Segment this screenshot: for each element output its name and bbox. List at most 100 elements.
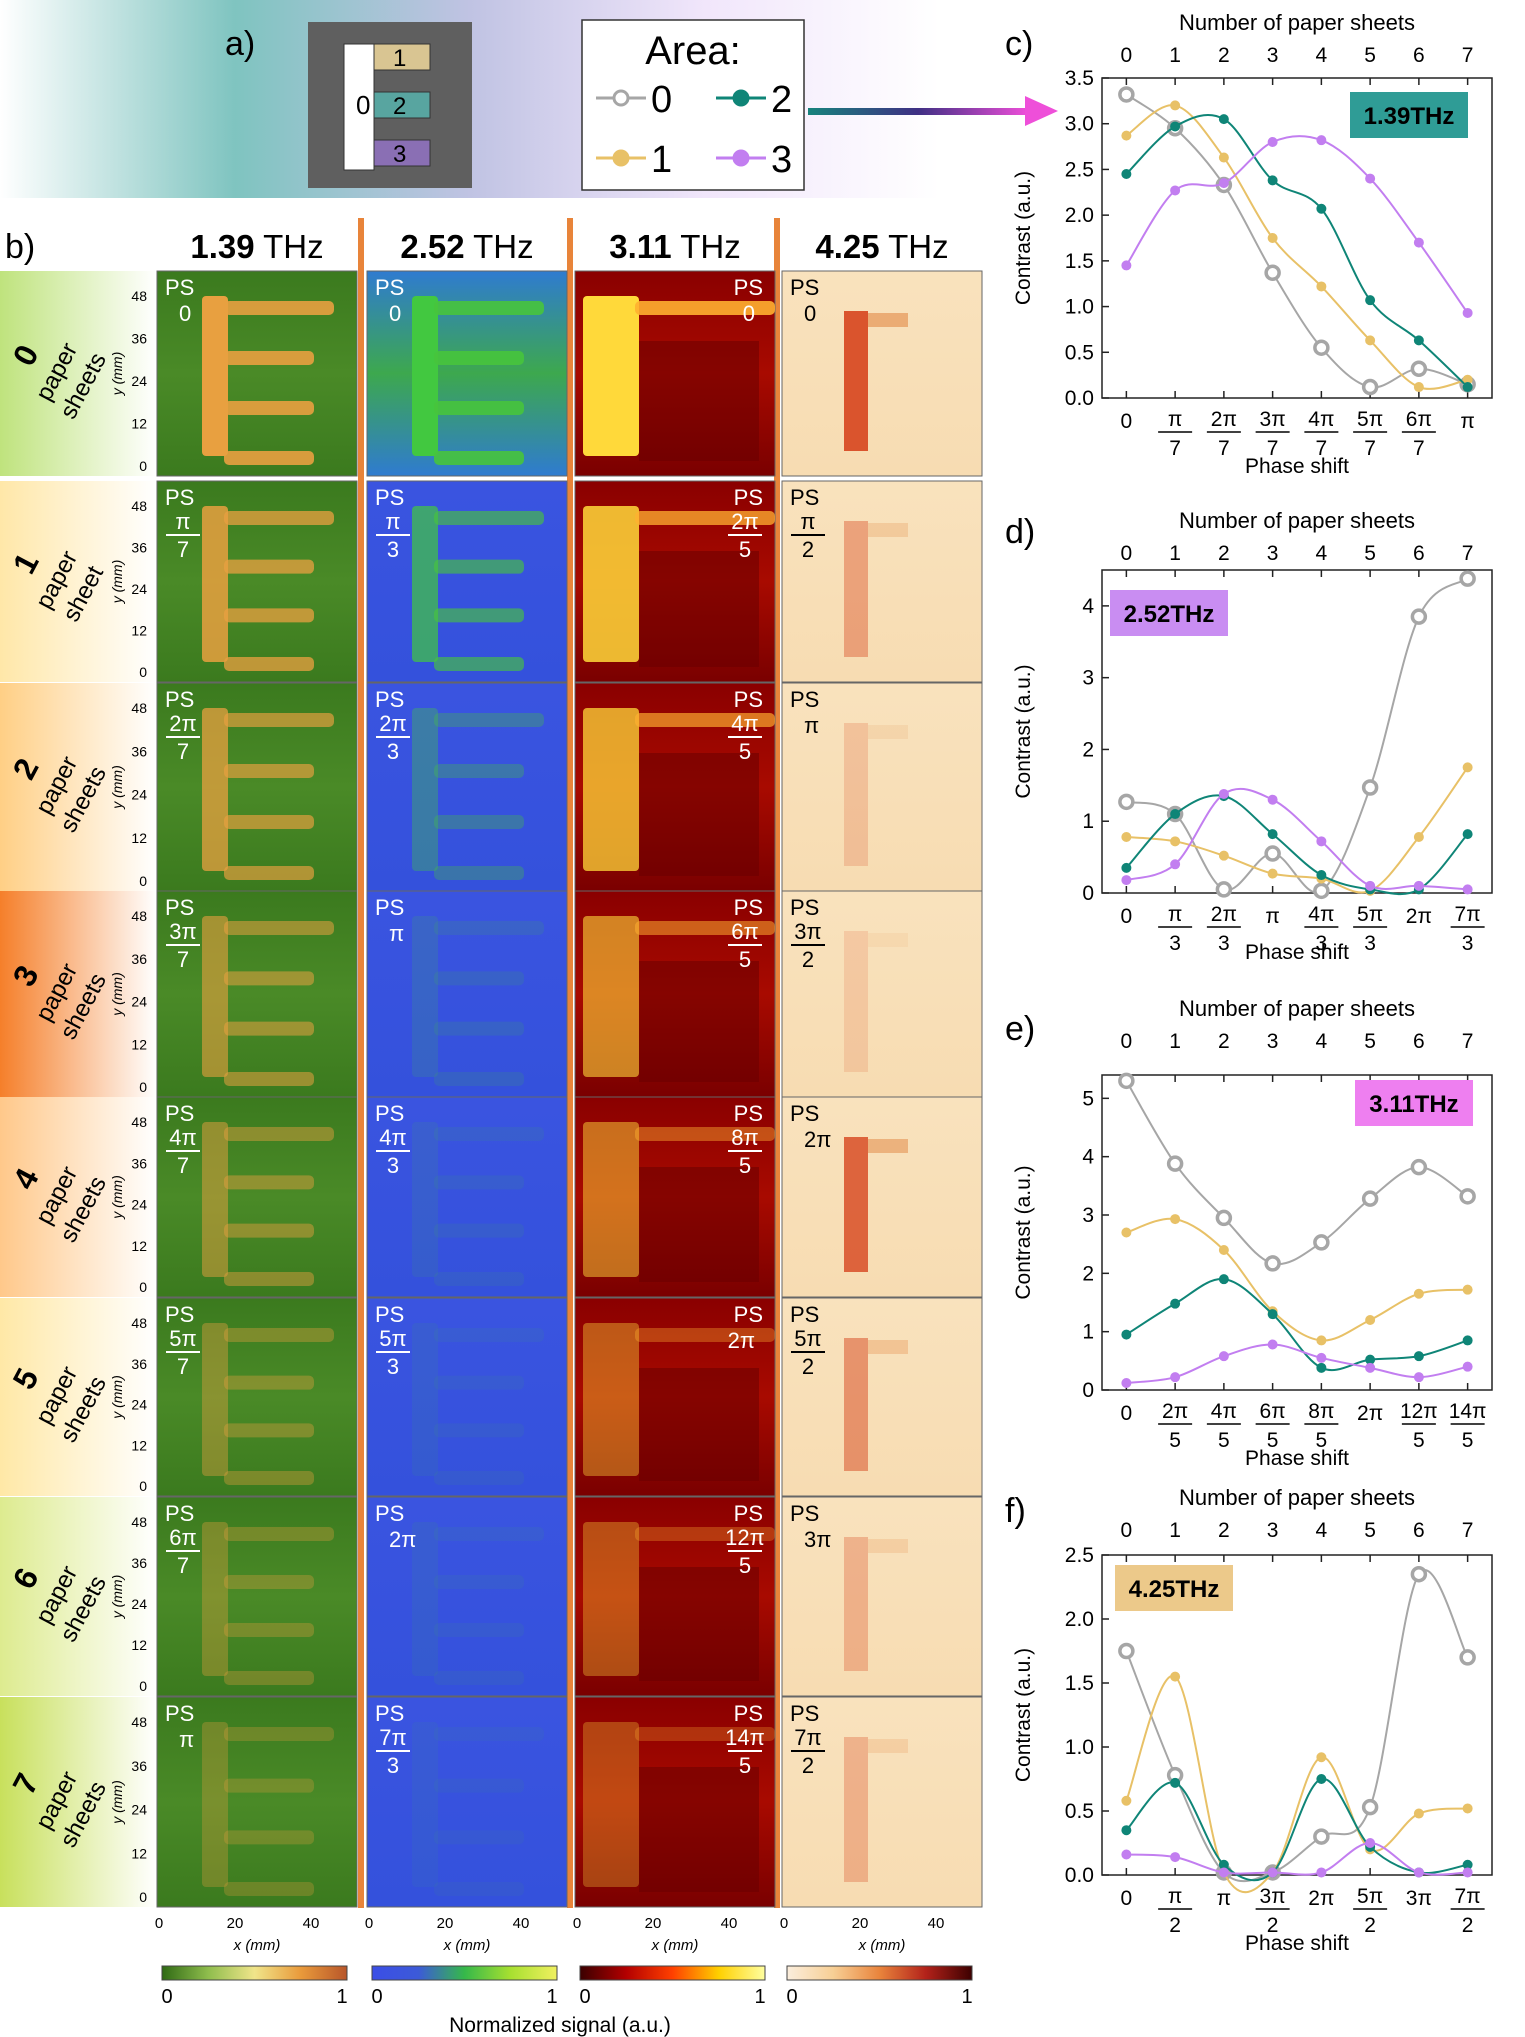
ps-numerator-f3-r7: 7π (794, 1725, 821, 1750)
ps-label-f2-r3: PS (734, 895, 763, 920)
top-tick-e-7: 7 (1462, 1030, 1474, 1053)
y-axis-label-1: y (mm) (109, 560, 125, 605)
y-tick-5-0: 48 (131, 1315, 147, 1331)
colorbar-min-1: 0 (371, 1986, 382, 2008)
y-tick-5-3: 12 (131, 1437, 147, 1453)
x-axis-label-c: Phase shift (1245, 455, 1349, 478)
x-tick-den-f-1: 2 (1169, 1914, 1181, 1937)
top-tick-c-1: 1 (1169, 44, 1181, 67)
legend-title: Area: (645, 29, 741, 73)
x-tick-den-e-1: 5 (1169, 1429, 1181, 1452)
ps-denominator-f2-r2: 5 (739, 739, 751, 764)
y-tick-f-5: 2.5 (1065, 1544, 1094, 1567)
panel-e-label: e) (1005, 1010, 1035, 1048)
point-d-area3-6 (1413, 880, 1424, 891)
point-d-area3-4 (1316, 836, 1327, 847)
row-label-bg-5 (0, 1298, 156, 1496)
top-tick-c-7: 7 (1462, 44, 1474, 67)
top-axis-label-e: Number of paper sheets (1179, 996, 1415, 1021)
ps-label-f0-r1: PS (165, 485, 194, 510)
y-tick-c-5: 2.5 (1065, 158, 1094, 181)
top-tick-d-2: 2 (1218, 542, 1230, 565)
x-tick-f-6: 3π (1406, 1887, 1432, 1910)
legend: Area: 0 2 1 3 (581, 19, 805, 191)
point-e-area2-1 (1170, 1298, 1181, 1309)
y-tick-6-1: 36 (131, 1555, 147, 1571)
panel-a-label: a) (225, 25, 255, 63)
ps-label-f0-r4: PS (165, 1101, 194, 1126)
y-tick-6-2: 24 (131, 1596, 147, 1612)
point-d-area1-6 (1413, 832, 1424, 843)
point-e-area2-2 (1218, 1274, 1229, 1285)
series-line-e-area1 (1126, 1217, 1468, 1342)
point-e-area2-7 (1462, 1335, 1473, 1346)
area-0-label: 0 (356, 90, 370, 120)
y-tick-c-6: 3.0 (1065, 113, 1094, 136)
top-tick-d-1: 1 (1169, 542, 1181, 565)
point-d-area1-2 (1218, 850, 1229, 861)
point-c-area3-2 (1218, 178, 1229, 189)
point-e-area3-4 (1316, 1352, 1327, 1363)
row-label-bg-3 (0, 891, 156, 1097)
x-tick-den-f-3: 2 (1267, 1914, 1279, 1937)
x-tick-num-f-7: 7π (1455, 1885, 1481, 1908)
x-tick-den-c-5: 7 (1364, 437, 1376, 460)
y-tick-0-0: 48 (131, 288, 147, 304)
x-tick-num-c-3: 3π (1260, 408, 1286, 431)
colorbar-min-0: 0 (161, 1986, 172, 2008)
ps-value-f1-r3: π (389, 921, 404, 946)
badge-c (1350, 92, 1468, 138)
y-tick-7-2: 24 (131, 1802, 147, 1818)
top-tick-d-6: 6 (1413, 542, 1425, 565)
point-c-area0-4 (1313, 339, 1330, 356)
panel-f-label: f) (1005, 1492, 1026, 1530)
ps-denominator-f1-r1: 3 (387, 537, 399, 562)
point-d-area0-2 (1215, 881, 1233, 898)
point-d-area3-7 (1462, 884, 1473, 895)
legend-marker-3 (732, 149, 750, 167)
ps-value-f3-r2: π (804, 713, 819, 738)
point-c-area3-3 (1267, 137, 1278, 147)
column-separator-1 (567, 218, 573, 1908)
point-f-area1-1 (1170, 1671, 1181, 1682)
colorbar-max-2: 1 (754, 1986, 765, 2008)
point-e-area2-6 (1413, 1351, 1424, 1362)
legend-label-1: 1 (651, 139, 672, 181)
ps-denominator-f2-r3: 5 (739, 947, 751, 972)
point-d-area0-6 (1410, 608, 1428, 625)
x-tick-num-d-2: 2π (1211, 903, 1237, 926)
series-line-c-area0 (1125, 93, 1468, 389)
top-tick-c-5: 5 (1364, 44, 1376, 67)
y-tick-7-4: 0 (139, 1889, 147, 1905)
point-c-area0-5 (1361, 378, 1379, 396)
ps-value-f1-r0: 0 (389, 301, 401, 326)
y-axis-label-3: y (mm) (109, 972, 125, 1017)
top-tick-e-5: 5 (1364, 1030, 1376, 1053)
point-e-area0-1 (1166, 1155, 1184, 1172)
y-tick-c-1: 0.5 (1065, 341, 1094, 364)
point-c-area1-3 (1267, 233, 1278, 243)
badge-text-f: 4.25THz (1129, 1576, 1220, 1603)
x-tick-num-e-4: 8π (1308, 1400, 1334, 1423)
point-e-area0-5 (1361, 1190, 1379, 1207)
point-c-area0-6 (1410, 360, 1428, 377)
x-tick-e-0: 0 (1121, 1402, 1133, 1425)
badge-f (1115, 1565, 1233, 1611)
ps-numerator-f2-r3: 6π (731, 919, 758, 944)
top-tick-e-4: 4 (1316, 1030, 1328, 1053)
point-d-area0-4 (1313, 882, 1330, 900)
y-tick-e-0: 0 (1082, 1379, 1094, 1402)
legend-label-3: 3 (771, 139, 792, 181)
legend-label-2: 2 (771, 79, 792, 121)
area-2-label: 2 (393, 93, 406, 120)
point-e-area0-3 (1264, 1255, 1281, 1272)
area-1-rect (373, 43, 431, 71)
y-tick-f-1: 0.5 (1065, 1800, 1094, 1823)
series-line-c-area1 (1125, 104, 1468, 390)
y-tick-5-1: 36 (131, 1356, 147, 1372)
